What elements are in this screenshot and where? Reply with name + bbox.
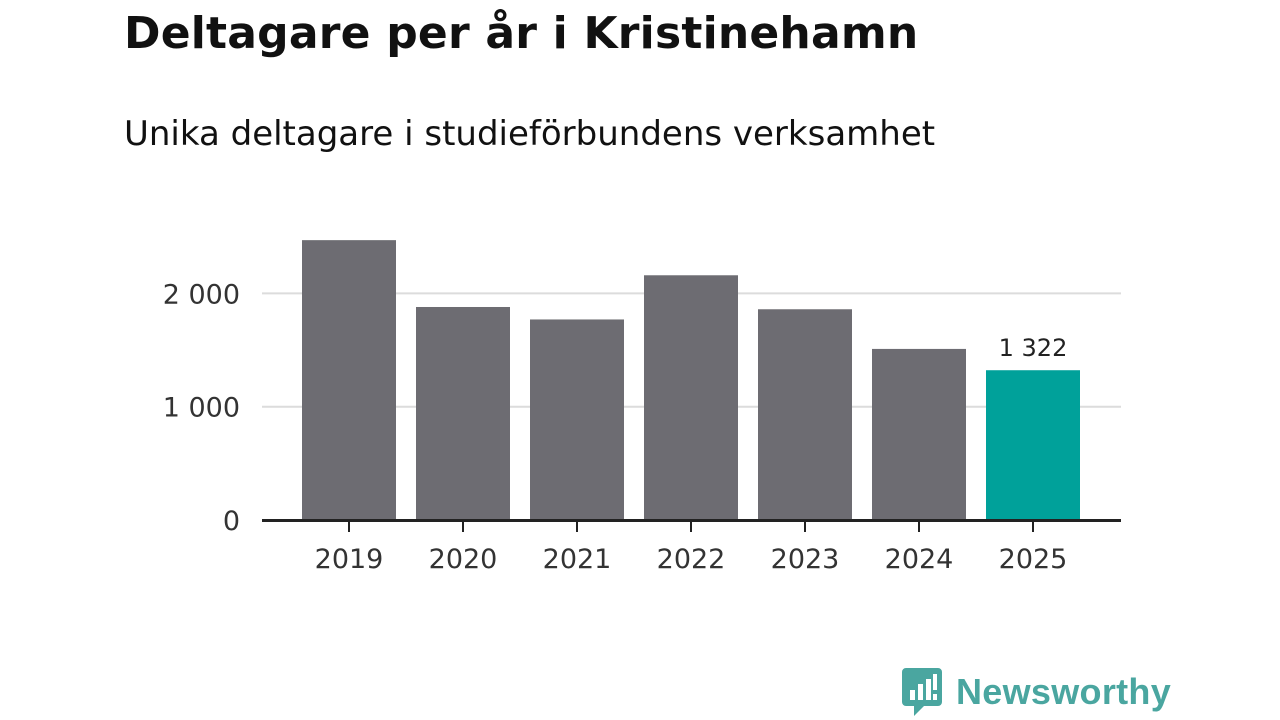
x-tick-label: 2020 — [429, 544, 498, 575]
bar-2025 — [986, 370, 1080, 520]
bar-2021 — [530, 319, 624, 520]
x-tick-label: 2025 — [999, 544, 1068, 575]
bar-2024 — [872, 348, 966, 520]
y-tick-label: 1 000 — [163, 393, 240, 424]
x-tick-label: 2019 — [315, 544, 384, 575]
chart-title: Deltagare per år i Kristinehamn — [124, 8, 919, 59]
x-tick-label: 2021 — [543, 544, 612, 575]
chart-subtitle: Unika deltagare i studieförbundens verks… — [124, 114, 936, 154]
bar-2023 — [758, 309, 852, 520]
x-tick-label: 2023 — [771, 544, 840, 575]
bar-2019 — [302, 240, 396, 521]
brand-name: Newsworthy — [956, 671, 1172, 712]
x-tick-label: 2022 — [657, 544, 726, 575]
bars — [302, 240, 1080, 521]
bar-2022 — [644, 275, 738, 520]
x-tick-label: 2024 — [885, 544, 954, 575]
y-tick-label: 0 — [223, 506, 240, 537]
newsworthy-logo-icon — [902, 668, 942, 716]
y-axis-labels: 0 1 000 2 000 — [163, 279, 240, 537]
x-axis-ticks: 2019 2020 2021 2022 2023 2024 2025 — [315, 521, 1068, 575]
y-tick-label: 2 000 — [163, 279, 240, 310]
bar-2020 — [416, 306, 510, 520]
data-labels: 1 322 — [999, 334, 1068, 362]
data-label-2025: 1 322 — [999, 334, 1068, 362]
brand-logo: Newsworthy — [902, 668, 1171, 716]
